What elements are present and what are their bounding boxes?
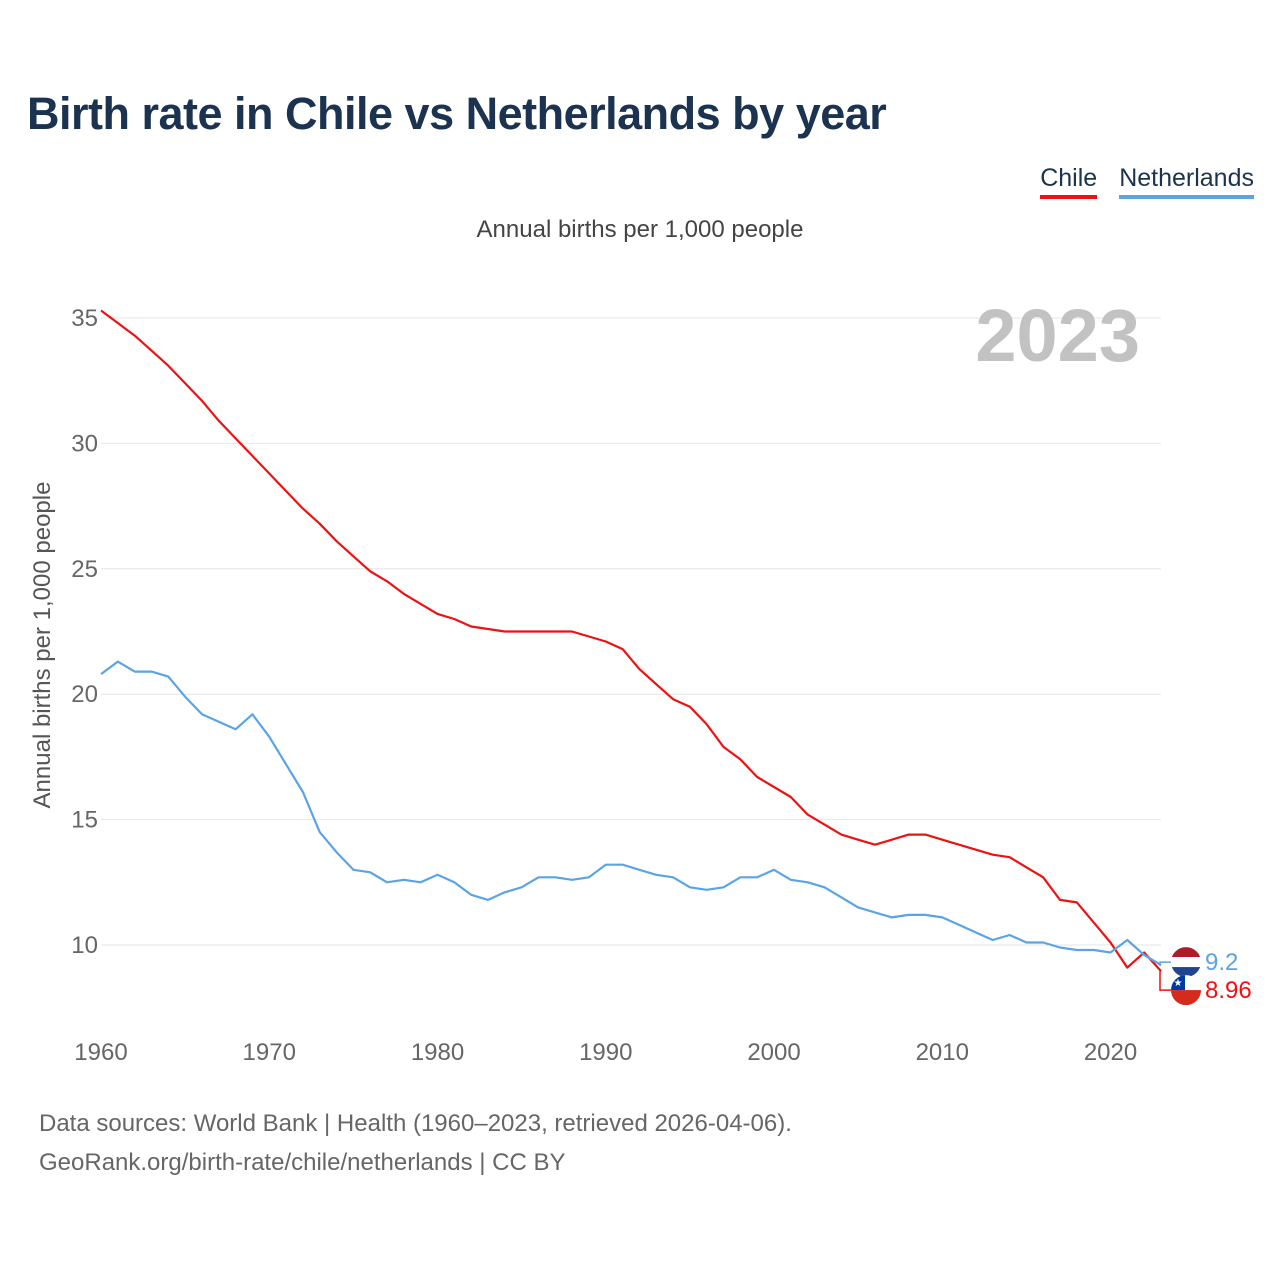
x-tick-label: 1990 <box>579 1039 632 1066</box>
x-tick-label: 2020 <box>1084 1039 1137 1066</box>
source-line-2[interactable]: GeoRank.org/birth-rate/chile/netherlands… <box>39 1149 566 1176</box>
y-tick-label: 10 <box>71 932 98 959</box>
source-note: Data sources: World Bank | Health (1960–… <box>39 1104 792 1182</box>
end-markers: ★ 9.28.96 <box>1159 947 1252 1006</box>
legend: Chile Netherlands <box>1040 164 1254 199</box>
x-tick-label: 1980 <box>411 1039 464 1066</box>
x-tick-label: 2000 <box>747 1039 800 1066</box>
netherlands-flag-icon <box>1171 947 1201 978</box>
y-tick-label: 15 <box>71 807 98 834</box>
grid-lines <box>101 317 1161 946</box>
y-tick-label: 35 <box>71 305 98 332</box>
y-tick-label: 20 <box>71 681 98 708</box>
chart-title: Birth rate in Chile vs Netherlands by ye… <box>27 88 887 139</box>
series-line-netherlands[interactable] <box>100 660 1162 967</box>
source-line-1: Data sources: World Bank | Health (1960–… <box>39 1110 792 1137</box>
legend-item-chile[interactable]: Chile <box>1040 164 1098 199</box>
end-value-chile: 8.96 <box>1205 977 1252 1004</box>
x-tick-label: 2010 <box>916 1039 969 1066</box>
series-lines <box>100 309 1162 972</box>
connector-netherlands <box>1159 961 1171 966</box>
year-watermark: 2023 <box>975 294 1140 377</box>
y-tick-label: 25 <box>71 556 98 583</box>
connector-chile <box>1159 970 1171 991</box>
legend-item-netherlands[interactable]: Netherlands <box>1119 164 1254 199</box>
x-axis-ticks: 1960 1970 1980 1990 2000 2010 2020 <box>74 1039 1137 1066</box>
svg-text:★: ★ <box>1174 978 1183 989</box>
chart-area: 10 15 20 25 30 35 1960 1970 1980 1990 2000 2010 202… <box>29 294 1252 1066</box>
y-axis-ticks: 10 15 20 25 30 35 <box>71 305 98 959</box>
x-tick-label: 1970 <box>243 1039 296 1066</box>
series-line-chile[interactable] <box>100 309 1162 972</box>
y-tick-label: 30 <box>71 430 98 457</box>
chart-subtitle: Annual births per 1,000 people <box>476 216 804 243</box>
end-value-netherlands: 9.2 <box>1205 949 1238 976</box>
x-tick-label: 1960 <box>74 1039 127 1066</box>
chile-flag-icon: ★ <box>1171 975 1201 1006</box>
y-axis-label: Annual births per 1,000 people <box>29 482 56 809</box>
